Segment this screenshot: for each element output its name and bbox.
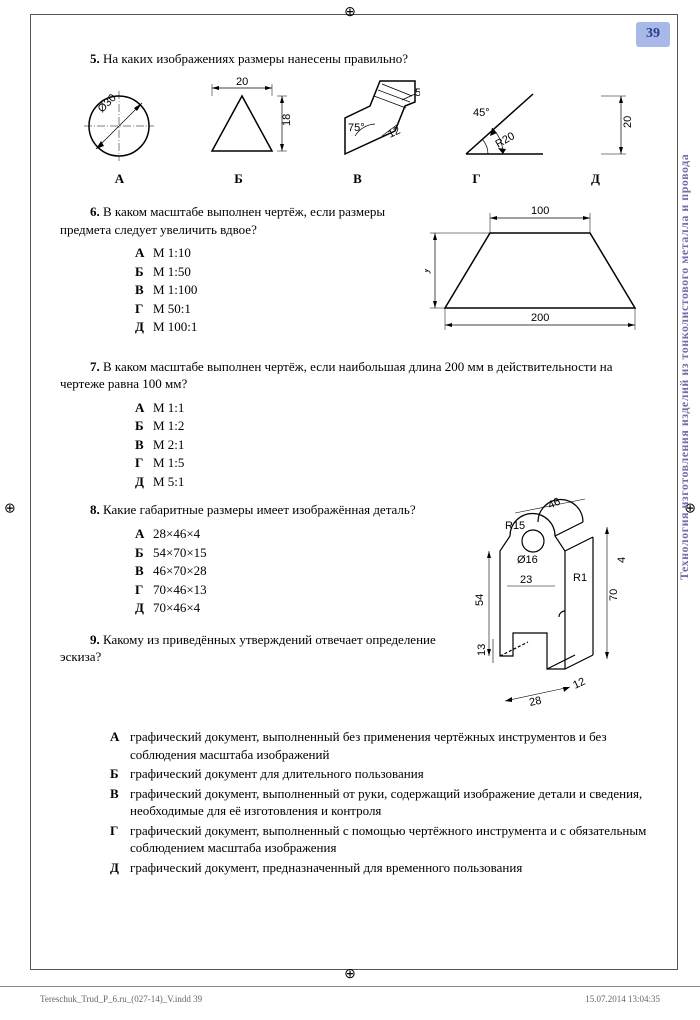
q8-text: Какие габаритные размеры имеет изображён…	[103, 502, 416, 517]
q5-lbl-v: В	[308, 170, 408, 188]
svg-text:100: 100	[531, 205, 549, 217]
q6-answers: АМ 1:10 БМ 1:50 ВМ 1:100 ГМ 50:1 ДМ 100:…	[135, 244, 415, 336]
q5-fig-d: 20	[586, 76, 641, 166]
side-title: Технология изготовления изделий из тонко…	[676, 80, 692, 580]
q6-row: 6. В каком масштабе выполнен чертёж, есл…	[60, 193, 655, 348]
svg-text:75°: 75°	[348, 122, 365, 134]
svg-text:R20: R20	[494, 130, 517, 150]
q6: 6. В каком масштабе выполнен чертёж, есл…	[60, 203, 415, 238]
q9-answers: Аграфический документ, выполненный без п…	[110, 728, 655, 876]
svg-text:20: 20	[236, 76, 248, 88]
q7-answers: АМ 1:1 БМ 1:2 ВМ 2:1 ГМ 1:5 ДМ 5:1	[135, 399, 655, 491]
q6-trapezoid: 100 200 у	[425, 193, 655, 343]
svg-text:18: 18	[281, 113, 292, 125]
svg-text:Ø16: Ø16	[517, 554, 538, 566]
svg-text:23: 23	[520, 574, 532, 586]
q5: 5. На каких изображениях размеры нанесен…	[60, 50, 655, 68]
q5-figures: Ø30 20 18 75°	[60, 76, 655, 166]
q5-labels: А Б В Г Д	[60, 170, 655, 188]
q5-num: 5.	[90, 51, 100, 66]
q5-lbl-a: А	[70, 170, 170, 188]
q9: 9. Какому из приведённых утверждений отв…	[60, 631, 465, 666]
q5-fig-v: 75° 12 5	[320, 76, 420, 166]
q7-num: 7.	[90, 359, 100, 374]
svg-text:200: 200	[531, 312, 549, 324]
page-number: 39	[636, 22, 670, 47]
svg-text:20: 20	[622, 115, 634, 127]
svg-text:R1: R1	[573, 572, 587, 584]
page-content: 39 Технология изготовления изделий из то…	[0, 0, 700, 898]
q5-lbl-d: Д	[546, 170, 646, 188]
q7: 7. В каком масштабе выполнен чертёж, есл…	[60, 358, 655, 393]
svg-text:46: 46	[546, 496, 562, 512]
svg-text:5: 5	[415, 87, 420, 99]
svg-text:28: 28	[528, 695, 542, 709]
svg-text:45°: 45°	[473, 107, 490, 119]
footer-left: Tereschuk_Trud_P_6.ru_(027-14)_V.indd 39	[40, 993, 202, 1005]
svg-text:у: у	[425, 266, 431, 274]
q6-text: В каком масштабе выполнен чертёж, если р…	[60, 204, 385, 237]
q5-fig-g: 45° R20	[448, 76, 558, 166]
svg-text:54: 54	[475, 594, 486, 606]
q9-num: 9.	[90, 632, 100, 647]
footer: Tereschuk_Trud_P_6.ru_(027-14)_V.indd 39…	[0, 986, 700, 1005]
svg-text:4: 4	[616, 557, 628, 563]
svg-text:12: 12	[386, 124, 402, 140]
svg-text:70: 70	[608, 589, 620, 601]
q5-fig-a: Ø30	[74, 81, 164, 166]
q5-fig-b: 20 18	[192, 76, 292, 166]
footer-right: 15.07.2014 13:04:35	[585, 993, 660, 1005]
regmark-bottom: ⊕	[344, 966, 356, 985]
svg-text:Ø30: Ø30	[96, 91, 119, 114]
q8-num: 8.	[90, 502, 100, 517]
q6-num: 6.	[90, 204, 100, 219]
q8-iso-part: 46 R15 Ø16 23 R1 54 70 4	[475, 491, 655, 721]
q5-lbl-g: Г	[427, 170, 527, 188]
svg-text:12: 12	[571, 676, 587, 692]
q5-lbl-b: Б	[189, 170, 289, 188]
q7-text: В каком масштабе выполнен чертёж, если н…	[60, 359, 613, 392]
q8: 8. Какие габаритные размеры имеет изобра…	[60, 501, 465, 519]
svg-text:13: 13	[476, 644, 488, 656]
q8-answers: А28×46×4 Б54×70×15 В46×70×28 Г70×46×13 Д…	[135, 525, 465, 617]
svg-text:R15: R15	[505, 520, 525, 532]
q9-text: Какому из приведённых утверждений отвеча…	[60, 632, 436, 665]
q5-text: На каких изображениях размеры нанесены п…	[103, 51, 408, 66]
q8-row: 8. Какие габаритные размеры имеет изобра…	[60, 491, 655, 726]
